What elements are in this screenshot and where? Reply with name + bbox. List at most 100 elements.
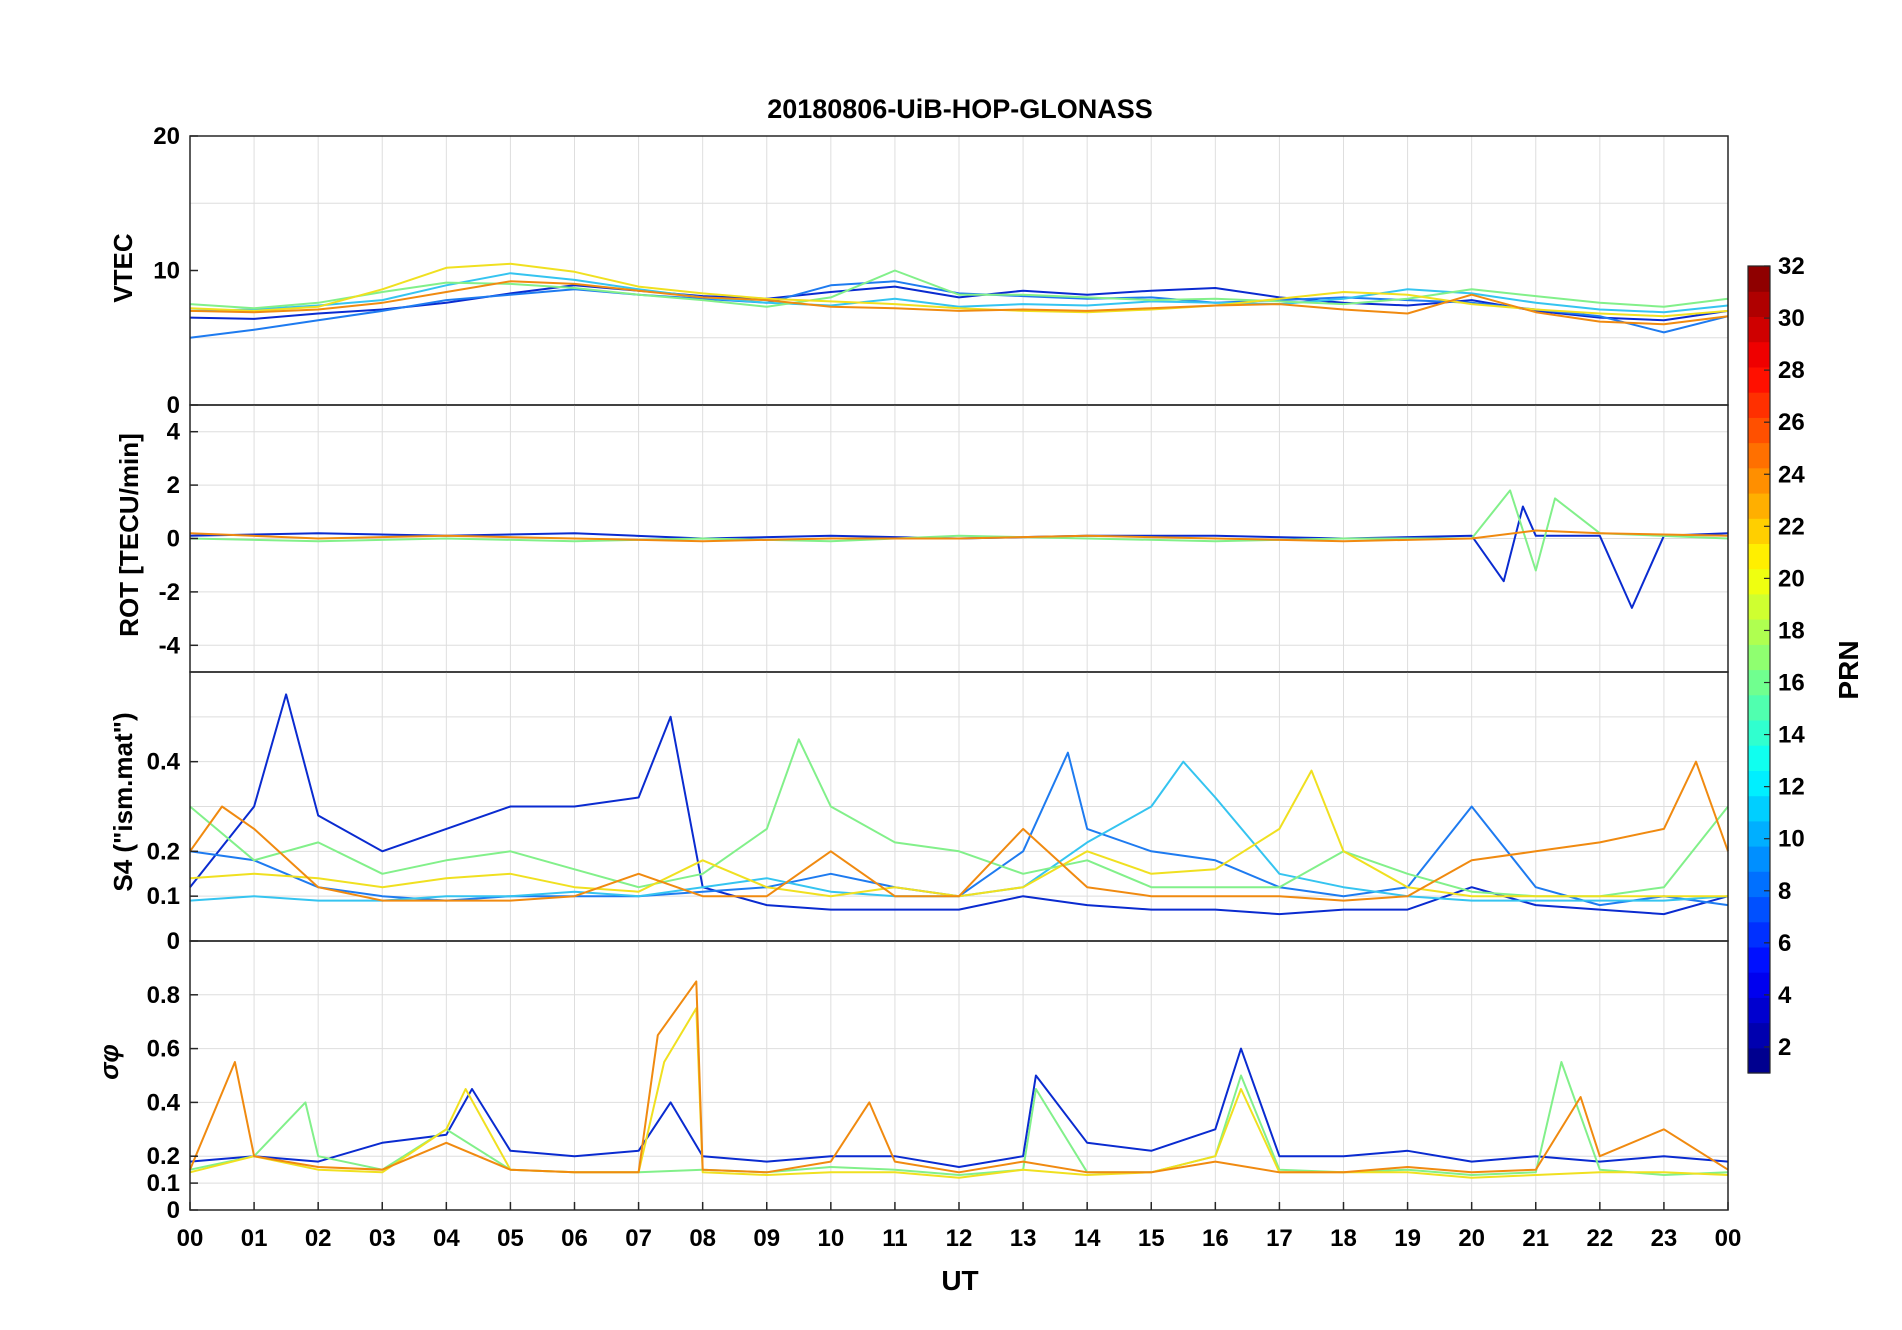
x-tick-label: 20 bbox=[1458, 1225, 1485, 1252]
x-tick-label: 16 bbox=[1202, 1225, 1229, 1252]
colorbar-frame bbox=[1747, 265, 1771, 1074]
rot-ytick-label: 4 bbox=[167, 419, 181, 446]
colorbar-label: PRN bbox=[1833, 640, 1864, 699]
colorbar-strip bbox=[1748, 619, 1770, 645]
sigma_phi-ytick-label: 0.4 bbox=[147, 1089, 181, 1116]
colorbar-strip bbox=[1748, 442, 1770, 469]
x-tick-label: 18 bbox=[1330, 1225, 1357, 1252]
colorbar-strip bbox=[1748, 846, 1770, 872]
colorbar-tick-label: 26 bbox=[1778, 409, 1805, 436]
s4-ytick-label: 0 bbox=[167, 928, 180, 955]
rot-series-1 bbox=[189, 489, 1729, 572]
x-tick-label: 02 bbox=[305, 1225, 332, 1252]
colorbar-tick-label: 22 bbox=[1778, 513, 1805, 540]
sigma_phi-series-0 bbox=[189, 1047, 1729, 1168]
vtec-ytick-label: 0 bbox=[167, 392, 180, 419]
panel-rot: -4 -2 0 2 4 ROT [TECU/min] bbox=[114, 404, 1729, 673]
x-tick-label: 05 bbox=[497, 1225, 524, 1252]
colorbar-strip bbox=[1748, 946, 1770, 973]
rot-ytick-label: 2 bbox=[167, 472, 180, 499]
colorbar-tick-label: 2 bbox=[1778, 1034, 1791, 1061]
colorbar-strip bbox=[1748, 543, 1770, 570]
x-tick-label: 11 bbox=[882, 1225, 907, 1252]
x-tick-label: 07 bbox=[625, 1225, 652, 1252]
x-tick-label: 08 bbox=[689, 1225, 716, 1252]
colorbar-strip bbox=[1748, 593, 1770, 620]
sigma_phi-series-2 bbox=[189, 1007, 1729, 1179]
colorbar-strip bbox=[1748, 366, 1770, 393]
x-tick-label: 22 bbox=[1586, 1225, 1613, 1252]
colorbar-strip bbox=[1748, 644, 1770, 671]
x-tick-label: 04 bbox=[433, 1225, 460, 1252]
colorbar-strip bbox=[1748, 896, 1770, 923]
colorbar-strip bbox=[1748, 745, 1770, 771]
s4-series-0 bbox=[189, 693, 1729, 916]
x-tick-label: 14 bbox=[1074, 1225, 1101, 1252]
x-tick-label: 00 bbox=[1715, 1225, 1742, 1252]
panel-s4: 0 0.1 0.2 0.4 S4 ("ism.mat") bbox=[108, 671, 1729, 955]
s4-ytick-label: 0.2 bbox=[147, 838, 180, 865]
colorbar-strip bbox=[1748, 694, 1770, 721]
s4-ytick-label: 0.1 bbox=[147, 883, 180, 910]
colorbar-tick-label: 32 bbox=[1778, 253, 1805, 280]
vtec-ytick-label: 10 bbox=[153, 258, 180, 285]
x-tick-label: 00 bbox=[177, 1225, 204, 1252]
panel-vtec: 0 10 20 VTEC bbox=[108, 123, 1729, 419]
colorbar-tick-label: 16 bbox=[1778, 670, 1805, 697]
colorbar-tick-label: 8 bbox=[1778, 878, 1791, 905]
s4-series-3 bbox=[189, 738, 1729, 898]
rot-series-0 bbox=[189, 505, 1729, 609]
colorbar-strip bbox=[1748, 417, 1770, 444]
vtec-series-5 bbox=[189, 280, 1729, 326]
colorbar-tick-label: 14 bbox=[1778, 722, 1805, 749]
colorbar-strip bbox=[1748, 669, 1770, 696]
sigma_phi-series-3 bbox=[189, 980, 1729, 1174]
colorbar-strip bbox=[1748, 921, 1770, 948]
colorbar-strip bbox=[1748, 997, 1770, 1024]
x-tick-label: 21 bbox=[1522, 1225, 1549, 1252]
colorbar-tick-label: 10 bbox=[1778, 826, 1805, 853]
x-tick-label: 01 bbox=[241, 1225, 268, 1252]
colorbar-tick-label: 18 bbox=[1778, 617, 1805, 644]
colorbar-strip bbox=[1748, 493, 1770, 519]
colorbar-tick-label: 12 bbox=[1778, 774, 1805, 801]
s4-series-5 bbox=[189, 760, 1729, 902]
rot-series-2 bbox=[189, 529, 1729, 543]
x-tick-label: 23 bbox=[1651, 1225, 1678, 1252]
colorbar-strip bbox=[1748, 467, 1770, 494]
colorbar-tick-label: 20 bbox=[1778, 565, 1805, 592]
colorbar-strip bbox=[1748, 1047, 1770, 1074]
chart-title: 20180806-UiB-HOP-GLONASS bbox=[767, 94, 1153, 124]
panel-sigma-phi: 00.10.2 0.4 0.6 0.8 σφ bbox=[94, 940, 1729, 1224]
x-tick-label: 19 bbox=[1394, 1225, 1421, 1252]
sigma_phi-ytick-label: 0.2 bbox=[147, 1143, 180, 1170]
x-tick-label: 10 bbox=[817, 1225, 844, 1252]
rot-ylabel: ROT [TECU/min] bbox=[114, 433, 144, 637]
s4-ytick-label: 0.4 bbox=[147, 749, 181, 776]
vtec-series-3 bbox=[189, 269, 1729, 310]
colorbar-strip bbox=[1748, 795, 1770, 822]
sigma_phi-ytick-label: 0.6 bbox=[147, 1036, 180, 1063]
colorbar-strip bbox=[1748, 266, 1770, 292]
colorbar-tick-label: 6 bbox=[1778, 930, 1791, 957]
colorbar-strip bbox=[1748, 719, 1770, 746]
colorbar-strip bbox=[1748, 316, 1770, 343]
x-tick-label: 13 bbox=[1010, 1225, 1037, 1252]
x-tick-label: 15 bbox=[1138, 1225, 1165, 1252]
colorbar-strip bbox=[1748, 770, 1770, 797]
colorbar-tick-label: 28 bbox=[1778, 357, 1805, 384]
colorbar-strip bbox=[1748, 820, 1770, 847]
x-axis-label: UT bbox=[941, 1265, 978, 1296]
sigma-phi-ylabel: σφ bbox=[94, 1044, 124, 1080]
vtec-series-0 bbox=[189, 284, 1729, 322]
colorbar-strip bbox=[1748, 518, 1770, 544]
x-tick-label: 06 bbox=[561, 1225, 588, 1252]
vtec-series-1 bbox=[189, 280, 1729, 339]
colorbar-strip bbox=[1748, 392, 1770, 418]
sigma_phi-ytick-label: 0 bbox=[167, 1197, 180, 1224]
x-tick-label: 03 bbox=[369, 1225, 396, 1252]
colorbar-strip bbox=[1748, 871, 1770, 898]
colorbar-tick-label: 24 bbox=[1778, 461, 1805, 488]
